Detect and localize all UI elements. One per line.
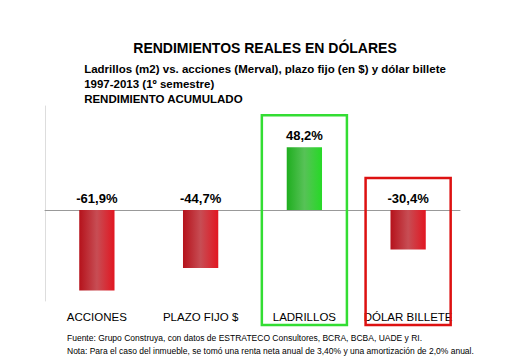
svg-text:RENDIMIENTOS REALES EN DÓLARES: RENDIMIENTOS REALES EN DÓLARES [133, 39, 396, 56]
svg-text:LADRILLOS: LADRILLOS [273, 311, 337, 323]
svg-text:Ladrillos (m2) vs. acciones (M: Ladrillos (m2) vs. acciones (Merval), pl… [84, 63, 446, 75]
svg-text:ACCIONES: ACCIONES [67, 311, 127, 323]
svg-text:-61,9%: -61,9% [76, 191, 118, 206]
svg-text:-30,4%: -30,4% [388, 191, 430, 206]
svg-text:DÓLAR BILLETE: DÓLAR BILLETE [364, 311, 453, 323]
svg-text:1997-2013 (1º semestre): 1997-2013 (1º semestre) [84, 78, 214, 90]
svg-text:RENDIMIENTO ACUMULADO: RENDIMIENTO ACUMULADO [84, 93, 242, 105]
svg-text:-44,7%: -44,7% [180, 191, 222, 206]
svg-text:PLAZO FIJO $: PLAZO FIJO $ [163, 311, 239, 323]
svg-text:Nota: Para el caso del inmuebl: Nota: Para el caso del inmueble, se tomó… [67, 346, 474, 356]
svg-text:48,2%: 48,2% [286, 128, 323, 143]
svg-text:Fuente: Grupo Construya, con d: Fuente: Grupo Construya, con datos de ES… [67, 333, 422, 343]
